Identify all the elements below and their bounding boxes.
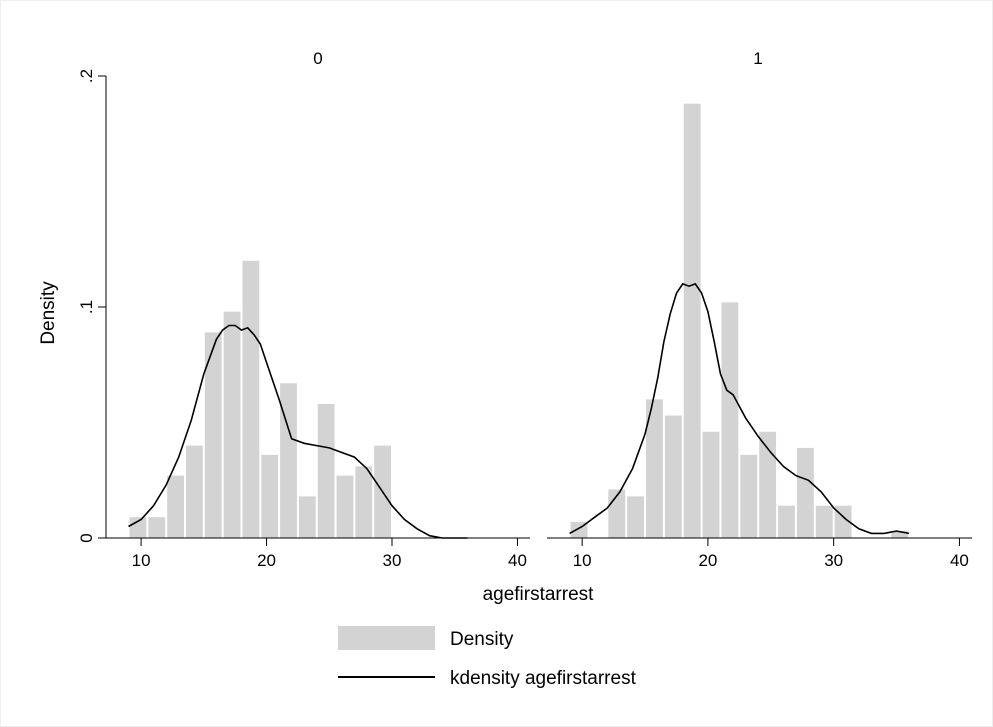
histogram-bar: [336, 475, 354, 538]
histogram-bar: [223, 311, 241, 538]
panel-0: 0 10 20 30 40: [106, 49, 530, 570]
legend-swatch-bars: [338, 626, 435, 650]
x-tick-label: 30: [383, 551, 402, 570]
y-tick-label: .2: [77, 69, 96, 83]
histogram-bar: [891, 531, 909, 538]
x-tick-label: 10: [132, 551, 151, 570]
y-axis-label: Density: [38, 281, 59, 345]
histogram-bar: [759, 431, 777, 538]
histogram-bar: [815, 505, 833, 538]
y-tick-label: .1: [77, 300, 96, 314]
histogram-bar: [129, 517, 147, 538]
histogram-bar: [355, 466, 373, 538]
legend: Density kdensity agefirstarrest: [338, 626, 637, 689]
histogram-bar: [702, 431, 720, 538]
x-tick-label: 20: [698, 551, 717, 570]
x-tick-label: 40: [950, 551, 969, 570]
y-tick-label: 0: [77, 533, 96, 542]
histogram-bar: [740, 454, 758, 538]
histogram-bar: [167, 475, 184, 538]
panel-1: 1 10 20 30 40: [547, 49, 972, 570]
panel-title: 1: [753, 49, 762, 68]
histogram-bar: [148, 517, 166, 538]
x-tick-label: 40: [508, 551, 527, 570]
histogram-bar: [646, 399, 663, 538]
panel-title: 0: [313, 49, 322, 68]
y-ticks: 0 .1 .2: [77, 69, 106, 543]
histogram-bar: [627, 496, 645, 538]
histogram-bar: [261, 454, 279, 538]
y-axis: Density 0 .1 .2: [38, 69, 107, 543]
histogram-bar: [721, 302, 739, 538]
x-tick-label: 30: [824, 551, 843, 570]
legend-label-kdensity: kdensity agefirstarrest: [450, 668, 637, 689]
histogram-bar: [664, 415, 682, 538]
x-axis-label: agefirstarrest: [483, 584, 595, 605]
x-ticks: 10 20 30 40: [573, 538, 969, 570]
histogram-bar: [280, 383, 297, 538]
histogram-bar: [242, 260, 260, 538]
histogram-bar: [204, 332, 222, 538]
x-tick-label: 20: [257, 551, 276, 570]
histogram-bar: [186, 445, 203, 538]
histogram-bar: [778, 505, 795, 538]
histogram-bar: [317, 404, 335, 538]
histogram-bar: [298, 496, 316, 538]
histogram-bars: [129, 260, 391, 538]
kdensity-line: [128, 324, 468, 539]
x-tick-label: 10: [573, 551, 592, 570]
legend-label-density: Density: [450, 629, 514, 650]
histogram-bar: [796, 447, 814, 538]
histogram-bars: [570, 103, 909, 538]
histogram-bar: [683, 103, 701, 538]
kdensity-line: [569, 282, 910, 535]
x-ticks: 10 20 30 40: [132, 538, 527, 570]
